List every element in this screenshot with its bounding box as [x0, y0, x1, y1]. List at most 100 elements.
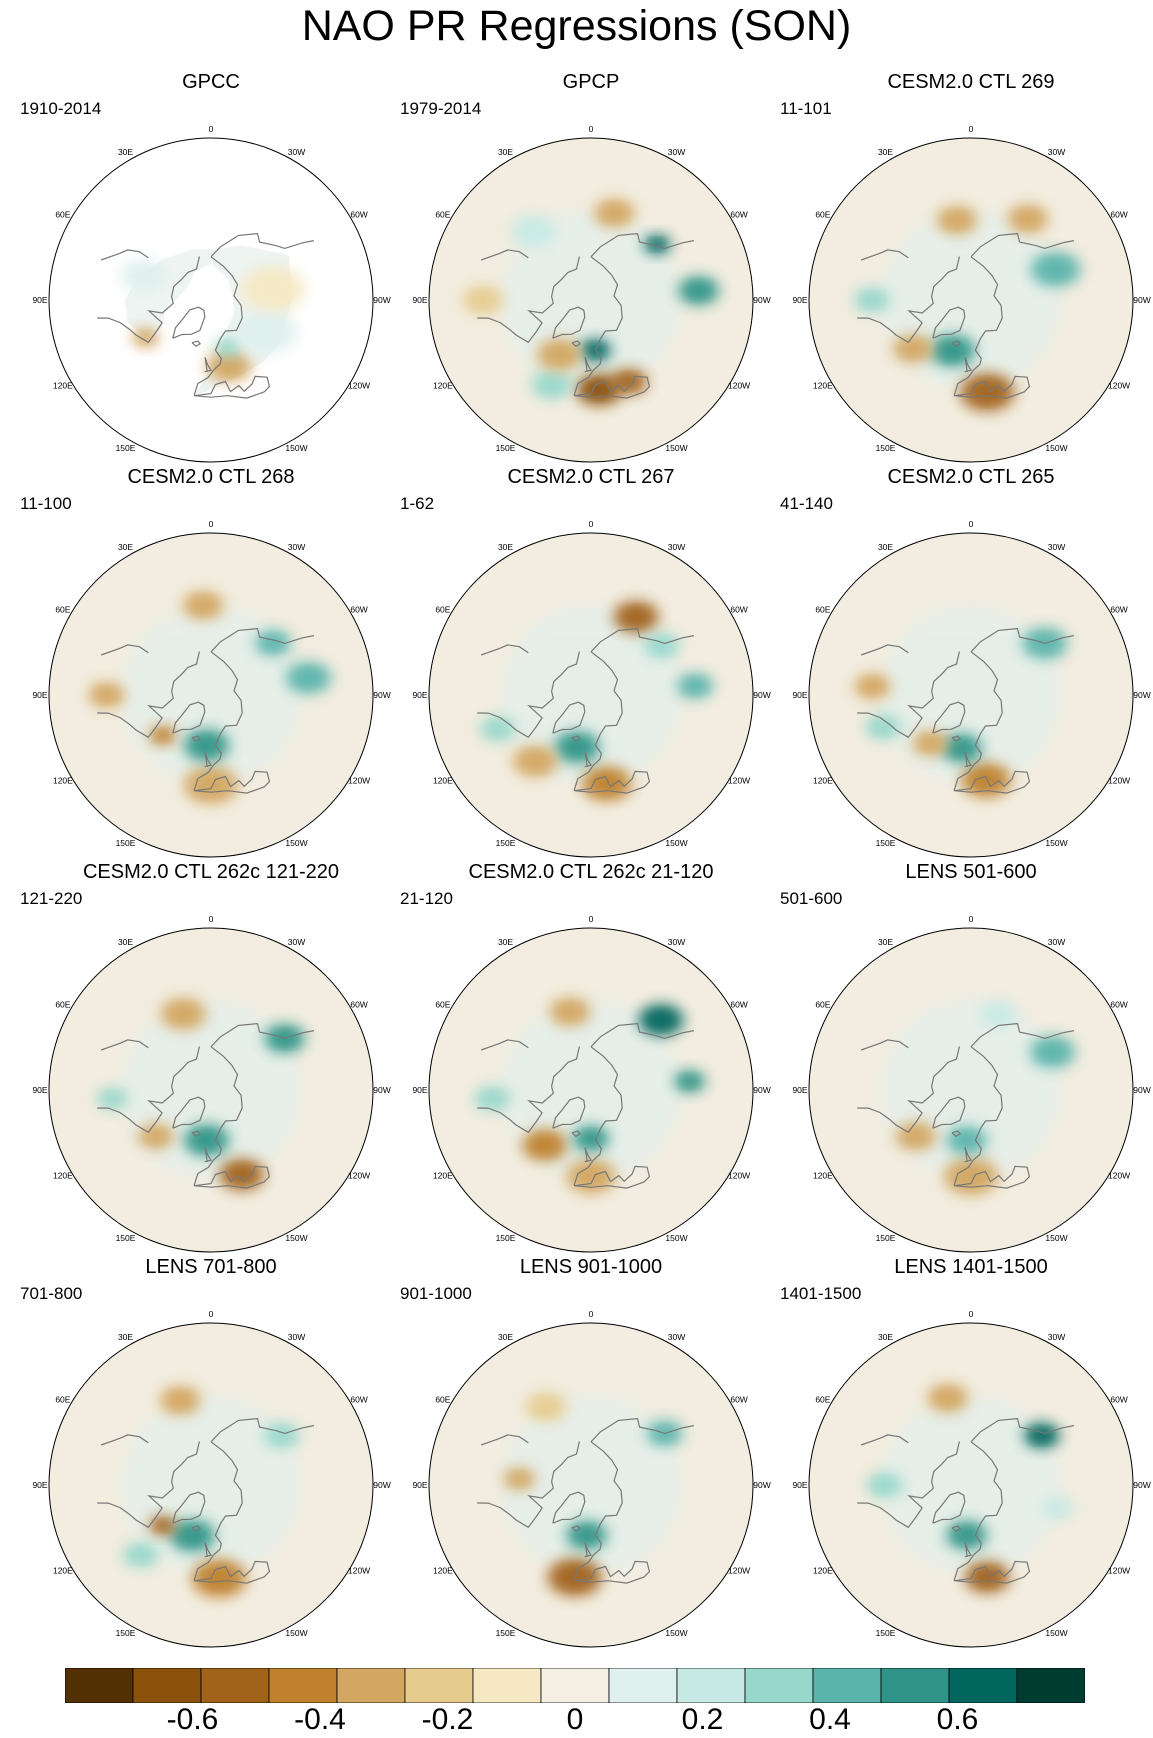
anomaly-core	[976, 772, 996, 788]
colorbar-swatch	[1016, 1667, 1086, 1704]
anomaly-core	[687, 680, 703, 692]
coastline	[573, 256, 623, 396]
longitude-label: 60E	[435, 210, 450, 220]
longitude-label: 30E	[878, 937, 893, 947]
colorbar-swatch	[472, 1667, 542, 1704]
anomaly-core	[904, 342, 922, 355]
longitude-label: 120E	[433, 1566, 453, 1576]
polar-map: 180150E120E90E60E30E030W60W90W120W150W	[32, 519, 391, 858]
longitude-label: 90W	[753, 690, 770, 700]
map-border	[48, 137, 374, 463]
panel-period: 901-1000	[400, 1284, 472, 1303]
longitude-label: 60W	[730, 1395, 747, 1405]
longitude-label: 120W	[348, 1566, 370, 1576]
longitude-label: 150E	[496, 838, 516, 848]
longitude-label: 60E	[435, 1000, 450, 1010]
longitude-label: 150W	[1045, 838, 1067, 848]
colorbar-tick-labels: -0.6 -0.4 -0.2 0 0.2 0.4 0.6	[0, 1703, 1153, 1738]
coastline	[954, 770, 1031, 794]
longitude-label: 150W	[1045, 1233, 1067, 1243]
anomaly-core	[260, 279, 286, 299]
anomaly-core	[232, 1167, 251, 1182]
panel-period: 1979-2014	[400, 99, 482, 118]
longitude-label: 90E	[792, 1480, 807, 1490]
coastline	[860, 1039, 909, 1051]
anomaly-core	[490, 723, 506, 735]
map-panel: CESM2.0 CTL 26541-140180150E120E90E60E30…	[780, 465, 1153, 861]
anomaly-core	[621, 375, 637, 388]
map-panel: GPCP1979-2014180150E120E90E60E30E030W60W…	[400, 70, 782, 466]
anomaly-core	[157, 731, 169, 740]
longitude-label: 150E	[496, 1628, 516, 1638]
panel-period: 1910-2014	[20, 99, 102, 118]
anomaly-core	[543, 378, 560, 392]
coastline	[194, 770, 271, 794]
colorbar-swatch	[676, 1667, 746, 1704]
map-panel: LENS 1401-15001401-1500180150E120E90E60E…	[780, 1255, 1153, 1651]
longitude-label: 30E	[118, 937, 133, 947]
longitude-label: 30E	[878, 147, 893, 157]
anomaly-core	[526, 754, 545, 769]
longitude-label: 120E	[433, 1171, 453, 1181]
coastline	[193, 1046, 243, 1186]
panel-title: CESM2.0 CTL 269	[887, 71, 1055, 93]
anomaly-core	[865, 680, 880, 692]
coastline	[100, 1039, 149, 1051]
longitude-label: 90W	[753, 1085, 770, 1095]
panel-title: CESM2.0 CTL 267	[507, 466, 675, 488]
coastline	[574, 770, 651, 794]
anomaly-core	[578, 1528, 595, 1542]
anomaly-core	[535, 1138, 554, 1153]
colorbar-swatch	[404, 1667, 474, 1704]
coastline	[584, 752, 592, 768]
coastline	[970, 1417, 1075, 1443]
colorbar-swatch	[540, 1667, 610, 1704]
colorbar-swatch	[132, 1667, 202, 1704]
colorbar-swatch	[608, 1667, 678, 1704]
longitude-label: 90W	[1133, 1480, 1150, 1490]
longitude-label: 0	[969, 914, 974, 924]
anomaly-core	[583, 1133, 599, 1145]
colorbar-tick-label: 0.4	[809, 1703, 851, 1736]
coastline	[191, 340, 202, 347]
anomaly-core	[978, 1570, 997, 1585]
panel-period: 501-600	[780, 889, 843, 908]
coastline	[574, 1560, 651, 1584]
coastline	[954, 1165, 1031, 1189]
polar-map: 180150E120E90E60E30E030W60W90W120W150W	[792, 914, 1151, 1253]
anomaly-core	[1043, 1044, 1062, 1059]
anomaly-core	[1051, 1503, 1065, 1514]
longitude-label: 120E	[813, 381, 833, 391]
longitude-label: 150E	[876, 838, 896, 848]
map-border	[428, 927, 754, 1253]
longitude-label: 90W	[1133, 1085, 1150, 1095]
anomaly-core	[133, 1549, 149, 1561]
longitude-label: 30E	[118, 147, 133, 157]
polar-map: 180150E120E90E60E30E030W60W90W120W150W	[792, 1309, 1151, 1648]
coastline	[480, 1039, 529, 1051]
colorbar-swatch	[336, 1667, 406, 1704]
coastline	[194, 375, 271, 399]
longitude-label: 30W	[288, 147, 305, 157]
longitude-label: 30W	[1048, 937, 1065, 947]
map-panel: CESM2.0 CTL 26911-101180150E120E90E60E30…	[780, 70, 1153, 466]
longitude-label: 0	[589, 914, 594, 924]
longitude-label: 90W	[373, 1085, 390, 1095]
anomaly-core	[197, 1133, 216, 1148]
longitude-label: 150E	[876, 1628, 896, 1638]
colorbar-swatch	[64, 1667, 134, 1704]
longitude-label: 0	[209, 914, 214, 924]
longitude-label: 150W	[285, 443, 307, 453]
coastline	[584, 357, 592, 373]
longitude-label: 90E	[792, 295, 807, 305]
longitude-label: 150W	[285, 1233, 307, 1243]
anomaly-core	[252, 321, 279, 342]
anomaly-core	[581, 1168, 601, 1185]
panel-title: CESM2.0 CTL 262c 21-120	[468, 861, 714, 883]
longitude-label: 120E	[433, 776, 453, 786]
coastline	[204, 752, 212, 768]
longitude-label: 120E	[53, 1171, 73, 1181]
anomaly-core	[134, 268, 153, 283]
coastline	[477, 1046, 580, 1134]
coastline	[573, 651, 623, 791]
